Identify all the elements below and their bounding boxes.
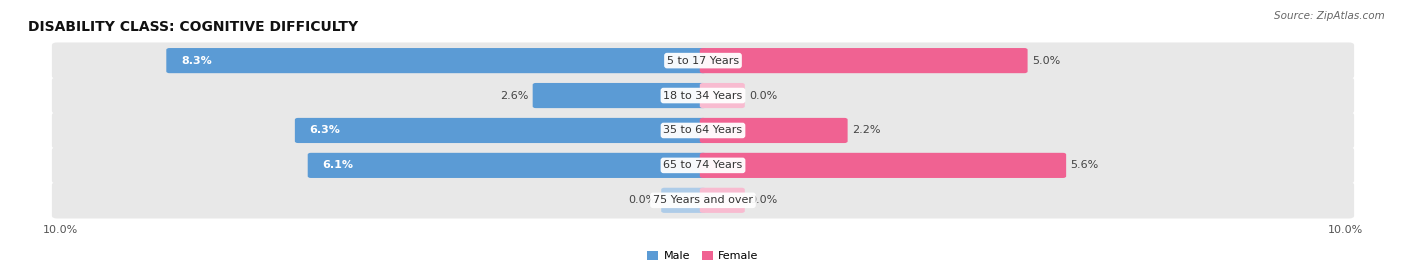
Text: Source: ZipAtlas.com: Source: ZipAtlas.com [1274, 11, 1385, 21]
FancyBboxPatch shape [661, 188, 706, 213]
Text: 35 to 64 Years: 35 to 64 Years [664, 125, 742, 136]
Text: 18 to 34 Years: 18 to 34 Years [664, 91, 742, 101]
Text: 0.0%: 0.0% [749, 91, 778, 101]
Text: 0.0%: 0.0% [749, 195, 778, 205]
Text: 0.0%: 0.0% [628, 195, 657, 205]
Text: 5.6%: 5.6% [1070, 160, 1099, 170]
FancyBboxPatch shape [700, 48, 1028, 73]
FancyBboxPatch shape [52, 77, 1354, 114]
FancyBboxPatch shape [52, 147, 1354, 183]
Text: 8.3%: 8.3% [181, 56, 212, 66]
FancyBboxPatch shape [533, 83, 706, 108]
FancyBboxPatch shape [308, 153, 706, 178]
FancyBboxPatch shape [52, 112, 1354, 149]
Text: 5 to 17 Years: 5 to 17 Years [666, 56, 740, 66]
Text: DISABILITY CLASS: COGNITIVE DIFFICULTY: DISABILITY CLASS: COGNITIVE DIFFICULTY [28, 20, 359, 34]
Text: 65 to 74 Years: 65 to 74 Years [664, 160, 742, 170]
Text: 6.1%: 6.1% [322, 160, 353, 170]
FancyBboxPatch shape [52, 43, 1354, 79]
Text: 6.3%: 6.3% [309, 125, 340, 136]
FancyBboxPatch shape [52, 182, 1354, 218]
FancyBboxPatch shape [700, 118, 848, 143]
Text: 2.6%: 2.6% [499, 91, 529, 101]
FancyBboxPatch shape [700, 153, 1066, 178]
FancyBboxPatch shape [700, 83, 745, 108]
Legend: Male, Female: Male, Female [643, 246, 763, 266]
Text: 5.0%: 5.0% [1032, 56, 1060, 66]
FancyBboxPatch shape [295, 118, 706, 143]
FancyBboxPatch shape [700, 188, 745, 213]
FancyBboxPatch shape [166, 48, 706, 73]
Text: 2.2%: 2.2% [852, 125, 880, 136]
Text: 75 Years and over: 75 Years and over [652, 195, 754, 205]
